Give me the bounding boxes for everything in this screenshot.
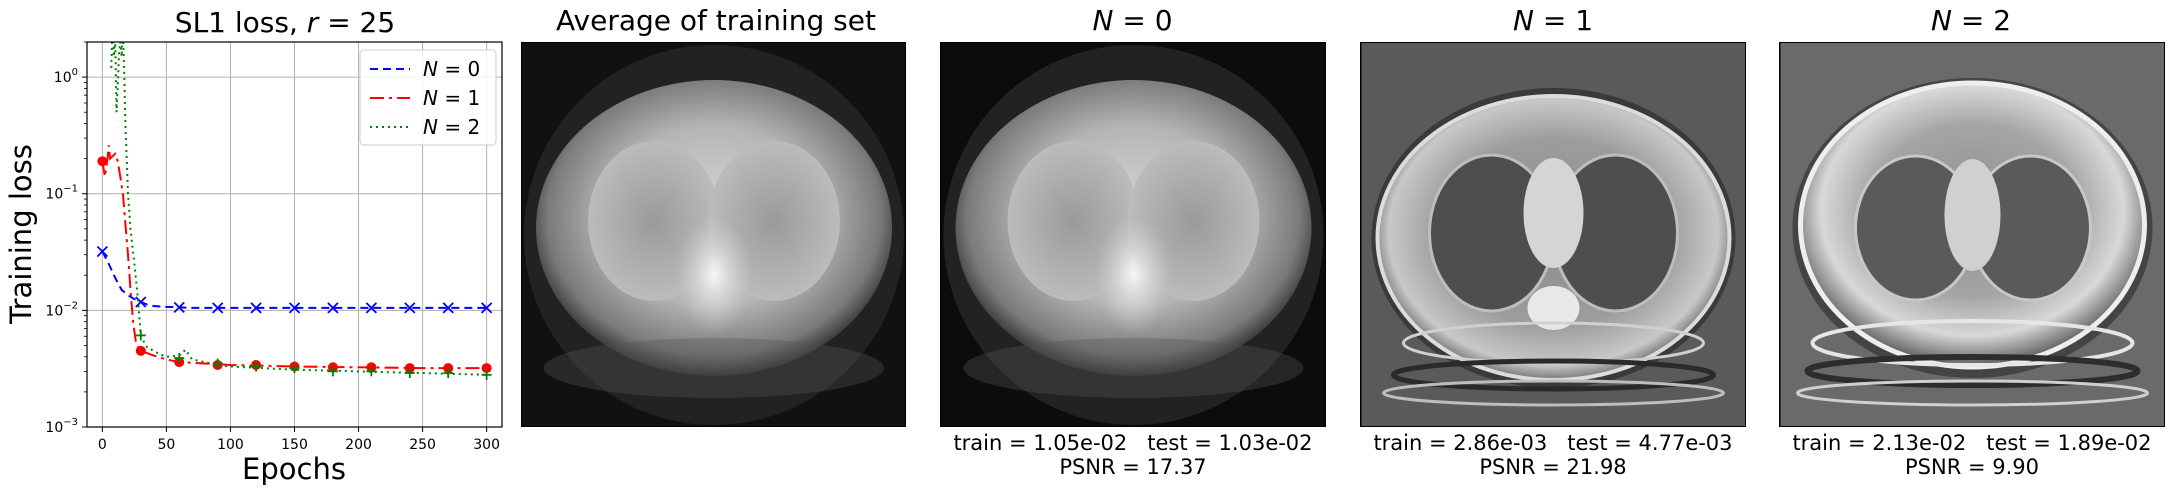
y-tick-label: 10−1 xyxy=(45,184,78,203)
x-axis-ticks: 0 50 100 150 200 250 300 xyxy=(98,427,500,453)
series-marker xyxy=(288,302,301,314)
series-marker-stroke xyxy=(327,302,339,314)
series-line-2 xyxy=(110,42,487,376)
series-marker xyxy=(135,296,147,308)
series-marker xyxy=(135,345,146,356)
panel-title-n0: N = 0 xyxy=(940,4,1325,37)
average-training-image xyxy=(521,42,906,427)
series-marker xyxy=(173,301,185,314)
series-line-0 xyxy=(101,251,487,309)
chart-title-prefix: SL1 loss, xyxy=(175,6,307,39)
legend-label: N = 2 xyxy=(423,115,480,139)
panel-title-n2: N = 2 xyxy=(1778,4,2164,37)
series-marker xyxy=(251,361,262,372)
series-marker xyxy=(97,156,108,167)
panel-title-average: Average of training set xyxy=(520,4,912,37)
x-tick-label: 200 xyxy=(345,437,372,453)
legend-label: N = 1 xyxy=(423,86,480,110)
x-tick-label: 50 xyxy=(157,437,175,453)
series-marker xyxy=(442,302,454,314)
panel-title-var: N xyxy=(1092,4,1114,37)
series-marker xyxy=(404,368,415,379)
reconstruction-n0-image xyxy=(940,42,1326,427)
series-marker-stroke xyxy=(96,245,109,258)
legend-box xyxy=(359,49,497,146)
chart-title-suffix: = 25 xyxy=(318,6,395,39)
legend-label: N = 0 xyxy=(423,57,480,81)
y-tick-label: 10−3 xyxy=(45,417,78,436)
panel-title-var: N xyxy=(1930,4,1952,37)
caption-n2: train = 2.13e-02 test = 1.89e-02 PSNR = … xyxy=(1779,431,2165,479)
series-marker-stroke xyxy=(173,301,185,314)
series-marker xyxy=(481,369,492,380)
test-loss: test = 4.77e-03 xyxy=(1567,431,1733,455)
series-marker xyxy=(327,302,339,314)
caption-n0: train = 1.05e-02 test = 1.03e-02 PSNR = … xyxy=(940,431,1326,479)
caption-losses: train = 1.05e-02 test = 1.03e-02 xyxy=(940,431,1326,455)
chart-title-var: r xyxy=(307,6,320,39)
panel-title-var: N xyxy=(1512,4,1534,37)
series-marker xyxy=(404,302,416,314)
y-tick-label: 100 xyxy=(54,67,78,86)
series-marker xyxy=(480,302,493,314)
chart-title: SL1 loss, r = 25 xyxy=(175,6,395,39)
test-loss: test = 1.89e-02 xyxy=(1986,431,2152,455)
caption-n1: train = 2.86e-03 test = 4.77e-03 PSNR = … xyxy=(1360,431,1746,479)
x-tick-label: 150 xyxy=(281,437,308,453)
series-marker xyxy=(96,245,109,258)
psnr-value: PSNR = 17.37 xyxy=(1059,455,1207,479)
x-tick-label: 100 xyxy=(217,437,244,453)
chart-legend: N = 0 N = 1 N = 2 xyxy=(359,49,497,146)
reconstruction-n1-image xyxy=(1360,42,1746,427)
x-axis-label: Epochs xyxy=(242,452,346,486)
x-tick-label: 0 xyxy=(98,437,107,453)
panel-title-text: = 0 xyxy=(1113,4,1173,37)
x-tick-label: 300 xyxy=(473,437,500,453)
y-tick-label: 10−2 xyxy=(45,300,78,319)
panel-title-text: Average of training set xyxy=(556,4,876,37)
series-marker-stroke xyxy=(442,302,454,314)
series-marker xyxy=(366,366,377,377)
panel-title-text: = 1 xyxy=(1533,4,1594,37)
panel-title-text: = 2 xyxy=(1951,4,2012,37)
series-marker-stroke xyxy=(135,296,147,308)
x-tick-label: 250 xyxy=(409,437,436,453)
train-loss: train = 2.13e-02 xyxy=(1792,431,1967,455)
series-marker xyxy=(135,330,146,341)
series-marker xyxy=(250,302,262,314)
series-marker xyxy=(443,368,454,379)
train-loss: train = 2.86e-03 xyxy=(1373,431,1548,455)
panel-title-n1: N = 1 xyxy=(1360,4,1746,37)
series-line-1 xyxy=(101,145,487,370)
y-axis-label: Training loss xyxy=(4,144,38,325)
series-marker-stroke xyxy=(250,302,262,314)
series-marker-stroke xyxy=(288,302,301,314)
caption-losses: train = 2.13e-02 test = 1.89e-02 xyxy=(1779,431,2165,455)
series-marker-stroke xyxy=(212,302,224,314)
chart-series xyxy=(96,42,493,380)
caption-losses: train = 2.86e-03 test = 4.77e-03 xyxy=(1360,431,1746,455)
series-marker xyxy=(174,353,185,364)
series-marker xyxy=(212,358,223,369)
test-loss: test = 1.03e-02 xyxy=(1147,431,1313,455)
series-marker xyxy=(212,302,224,314)
psnr-value: PSNR = 9.90 xyxy=(1905,455,2039,479)
training-loss-chart: SL1 loss, r = 25 0 50 100 150 200 250 300 10−3… xyxy=(4,6,503,486)
reconstruction-n2-image xyxy=(1779,42,2165,427)
series-marker-stroke xyxy=(480,302,493,314)
series-marker xyxy=(365,302,377,314)
plot-frame xyxy=(86,41,503,428)
psnr-value: PSNR = 21.98 xyxy=(1479,455,1627,479)
y-axis-ticks: 10−3 10−2 10−1 100 xyxy=(45,41,87,436)
series-marker xyxy=(327,366,338,377)
series-marker-stroke xyxy=(365,302,377,314)
series-marker xyxy=(481,363,492,374)
series-marker-stroke xyxy=(404,302,416,314)
train-loss: train = 1.05e-02 xyxy=(953,431,1128,455)
series-marker xyxy=(289,363,300,374)
